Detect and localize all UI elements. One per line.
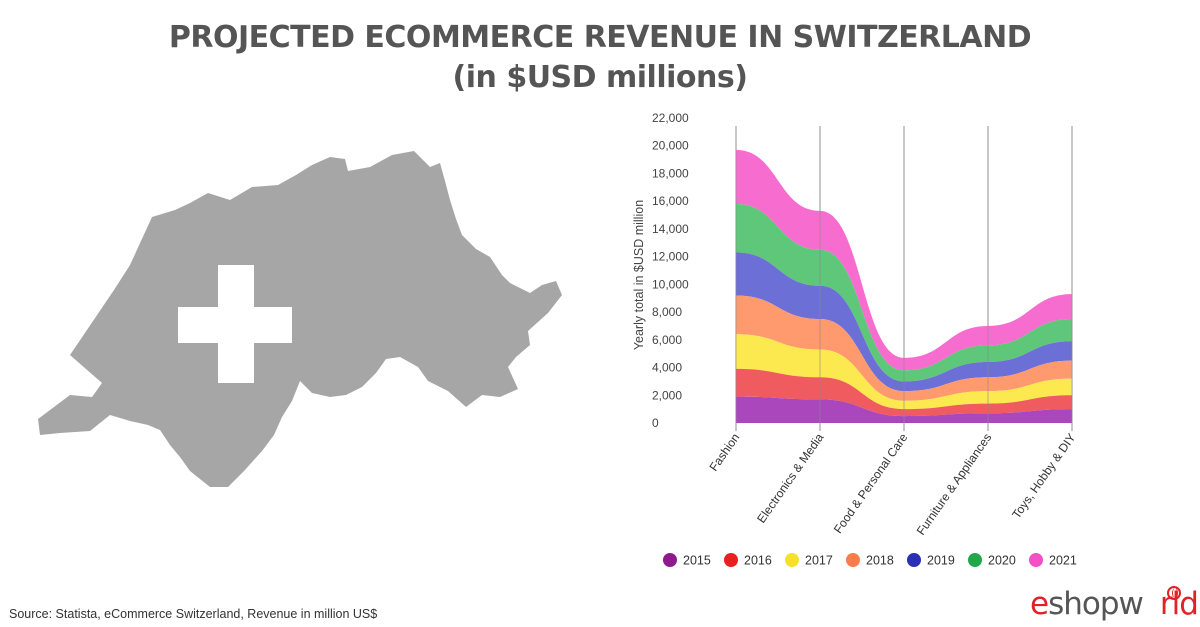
logo-part-1: e — [1030, 586, 1049, 622]
legend-label: 2020 — [988, 554, 1016, 568]
x-tick-label: Fashion — [706, 431, 742, 474]
y-tick-label: 6,000 — [652, 333, 682, 347]
y-tick-label: 2,000 — [652, 388, 682, 402]
swiss-cross — [178, 265, 292, 383]
legend-item-2015: 2015 — [663, 553, 711, 568]
y-tick-label: 10,000 — [652, 277, 689, 291]
y-tick-label: 16,000 — [652, 194, 689, 208]
y-tick-label: 0 — [652, 416, 659, 430]
source-note: Source: Statista, eCommerce Switzerland,… — [9, 607, 378, 621]
legend-swatch — [724, 553, 738, 567]
legend-item-2017: 2017 — [785, 553, 833, 568]
legend-item-2021: 2021 — [1029, 553, 1077, 568]
legend-label: 2019 — [927, 554, 955, 568]
y-tick-label: 18,000 — [652, 166, 689, 180]
x-tick-label: Food & Personal Care — [831, 430, 911, 536]
y-tick-label: 14,000 — [652, 222, 689, 236]
globe-icon — [1167, 586, 1181, 600]
legend-label: 2021 — [1049, 554, 1077, 568]
legend-swatch — [907, 553, 921, 567]
y-tick-label: 20,000 — [652, 139, 689, 153]
y-tick-label: 4,000 — [652, 361, 682, 375]
stacked-area-chart: 0 2,000 4,000 6,000 8,000 10,000 12,000 14,000 1… — [632, 111, 1078, 568]
x-tick-label: Toys, Hobby & DIY — [1009, 431, 1078, 522]
legend-label: 2015 — [683, 554, 711, 568]
chart-title: PROJECTED ECOMMERCE REVENUE IN SWITZERLA… — [0, 18, 1200, 98]
area-2021 — [736, 149, 1072, 371]
legend-label: 2016 — [744, 554, 772, 568]
y-axis-ticks: 0 2,000 4,000 6,000 8,000 10,000 12,000 14,000 1… — [652, 111, 689, 430]
legend-label: 2017 — [805, 554, 833, 568]
title-line-2: (in $USD millions) — [452, 60, 748, 95]
area-2020 — [736, 203, 1072, 382]
switzerland-shape — [38, 151, 562, 487]
legend-item-2016: 2016 — [724, 553, 772, 568]
legend-item-2020: 2020 — [968, 553, 1016, 568]
title-line-1: PROJECTED ECOMMERCE REVENUE IN SWITZERLA… — [168, 20, 1032, 55]
legend-swatch — [785, 553, 799, 567]
eshopworld-logo: eshopw rld — [1030, 586, 1199, 622]
y-tick-label: 12,000 — [652, 250, 689, 264]
legend-item-2019: 2019 — [907, 553, 955, 568]
legend-swatch — [846, 553, 860, 567]
legend: 2015 2016 2017 2018 2019 2020 2021 — [663, 553, 1077, 568]
legend-swatch — [1029, 553, 1043, 567]
x-tick-label: Electronics & Media — [754, 430, 826, 525]
y-tick-label: 22,000 — [652, 111, 689, 125]
series-areas — [735, 126, 1073, 431]
x-axis-ticks: Fashion Electronics & Media Food & Persona… — [706, 430, 1078, 537]
legend-item-2018: 2018 — [846, 553, 894, 568]
logo-part-2: shopw — [1048, 586, 1144, 622]
legend-swatch — [663, 553, 677, 567]
x-tick-label: Furniture & Appliances — [914, 431, 995, 538]
y-axis-label: Yearly total in $USD million — [632, 200, 646, 350]
switzerland-map — [38, 151, 562, 487]
legend-swatch — [968, 553, 982, 567]
y-tick-label: 8,000 — [652, 305, 682, 319]
legend-label: 2018 — [866, 554, 894, 568]
